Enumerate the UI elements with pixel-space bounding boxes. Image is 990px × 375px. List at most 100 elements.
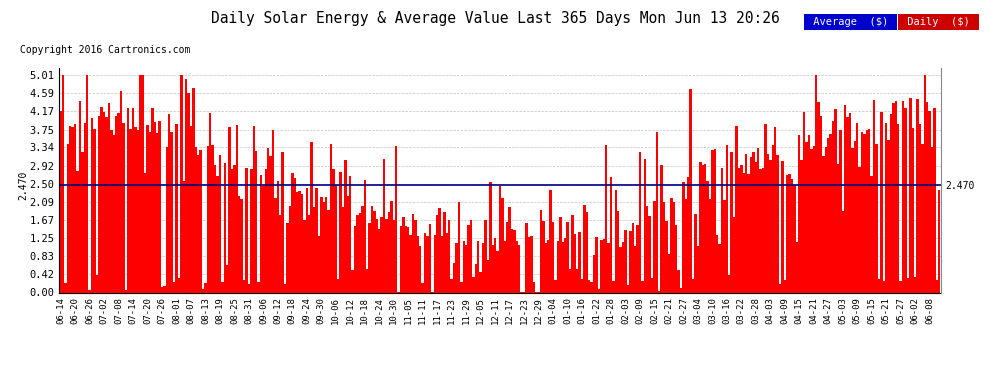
Bar — [246, 168, 248, 292]
Bar — [518, 245, 521, 292]
Bar — [796, 242, 798, 292]
Bar — [135, 126, 137, 292]
Bar — [274, 198, 276, 292]
Bar — [786, 175, 788, 292]
Bar — [644, 159, 646, 292]
Bar — [711, 150, 714, 292]
Bar — [197, 155, 199, 292]
Bar — [467, 225, 470, 292]
Bar — [296, 192, 298, 292]
Bar — [100, 107, 103, 292]
Bar — [441, 236, 444, 292]
Bar — [861, 132, 863, 292]
Bar — [66, 144, 69, 292]
Bar — [187, 93, 190, 292]
Bar — [878, 279, 880, 292]
Bar — [887, 140, 890, 292]
Bar — [252, 126, 255, 292]
Bar — [115, 116, 118, 292]
Bar — [340, 172, 342, 292]
Bar — [86, 75, 88, 292]
Bar — [226, 265, 229, 292]
Bar — [721, 168, 724, 292]
Bar — [219, 155, 221, 292]
Bar — [757, 147, 759, 292]
Bar — [677, 270, 680, 292]
Bar — [353, 226, 356, 292]
Bar — [917, 99, 919, 292]
Bar — [412, 214, 414, 292]
Bar — [880, 112, 882, 292]
Bar — [255, 151, 257, 292]
Bar — [586, 212, 588, 292]
Bar — [158, 121, 160, 292]
Bar — [195, 147, 197, 292]
Bar — [919, 124, 921, 292]
Bar — [629, 231, 632, 292]
Bar — [810, 150, 813, 292]
Bar — [738, 168, 741, 292]
Bar — [764, 124, 766, 292]
Bar — [776, 155, 779, 292]
Bar — [224, 162, 226, 292]
Bar — [771, 145, 774, 292]
Bar — [96, 275, 98, 292]
Bar — [496, 251, 499, 292]
Bar — [105, 117, 108, 292]
Bar — [392, 220, 395, 292]
Bar — [120, 91, 122, 292]
Bar — [660, 165, 663, 292]
Bar — [410, 235, 412, 292]
Bar — [439, 208, 441, 292]
Bar — [803, 112, 805, 292]
Bar — [460, 282, 462, 292]
Bar — [465, 245, 467, 292]
Bar — [543, 221, 545, 292]
Bar — [781, 161, 784, 292]
Bar — [303, 220, 306, 292]
Bar — [858, 166, 861, 292]
Bar — [733, 217, 736, 292]
Text: Daily Solar Energy & Average Value Last 365 Days Mon Jun 13 20:26: Daily Solar Energy & Average Value Last … — [211, 11, 779, 26]
Bar — [600, 240, 603, 292]
Bar — [595, 237, 598, 292]
Bar — [170, 132, 173, 292]
Bar — [306, 188, 308, 292]
Bar — [311, 142, 313, 292]
Bar — [378, 229, 380, 292]
Bar — [675, 225, 677, 292]
Bar — [752, 152, 754, 292]
Bar — [91, 118, 93, 292]
Bar — [726, 144, 728, 292]
Bar — [103, 112, 105, 292]
Bar — [294, 178, 296, 292]
Bar — [868, 129, 870, 292]
Bar — [93, 129, 96, 292]
Bar — [648, 216, 650, 292]
Bar — [663, 202, 665, 292]
Bar — [236, 125, 238, 292]
Bar — [742, 173, 744, 292]
Bar — [578, 232, 581, 292]
Bar — [634, 246, 637, 292]
Bar — [156, 134, 158, 292]
Bar — [385, 219, 388, 292]
Bar — [835, 110, 837, 292]
Bar — [366, 268, 368, 292]
Bar — [204, 283, 207, 292]
Bar — [142, 75, 144, 292]
Bar — [516, 241, 518, 292]
Bar — [823, 156, 825, 292]
Bar — [559, 217, 561, 292]
Bar — [279, 215, 281, 292]
Bar — [333, 169, 335, 292]
Bar — [241, 199, 243, 292]
Bar — [98, 116, 100, 292]
Bar — [728, 275, 731, 292]
Bar — [759, 169, 762, 292]
Bar — [704, 164, 706, 292]
Bar — [477, 241, 479, 292]
Bar — [593, 255, 595, 292]
Bar — [904, 108, 907, 292]
Bar — [342, 207, 345, 292]
